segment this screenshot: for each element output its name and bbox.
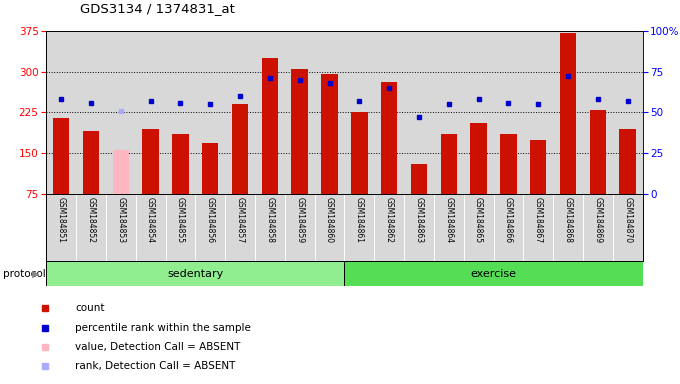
Bar [262, 58, 278, 235]
Text: GSM184857: GSM184857 [235, 197, 245, 243]
Bar [344, 261, 643, 286]
Text: GSM184856: GSM184856 [206, 197, 215, 243]
Bar [53, 118, 69, 235]
Bar [232, 104, 248, 235]
Text: GSM184863: GSM184863 [415, 197, 424, 243]
Text: GSM184870: GSM184870 [623, 197, 632, 243]
Bar [292, 69, 308, 235]
Text: GSM184855: GSM184855 [176, 197, 185, 243]
Text: GDS3134 / 1374831_at: GDS3134 / 1374831_at [80, 2, 235, 15]
Text: protocol: protocol [3, 268, 46, 279]
Text: GSM184860: GSM184860 [325, 197, 334, 243]
Text: rank, Detection Call = ABSENT: rank, Detection Call = ABSENT [75, 361, 236, 371]
Bar [46, 261, 344, 286]
Text: GSM184864: GSM184864 [444, 197, 454, 243]
Bar [441, 134, 457, 235]
Text: GSM184854: GSM184854 [146, 197, 155, 243]
Text: GSM184851: GSM184851 [56, 197, 66, 243]
Bar [500, 134, 517, 235]
Text: GSM184866: GSM184866 [504, 197, 513, 243]
Bar [619, 129, 636, 235]
Bar [471, 123, 487, 235]
Text: GSM184852: GSM184852 [86, 197, 95, 243]
Text: GSM184853: GSM184853 [116, 197, 125, 243]
Text: GSM184867: GSM184867 [534, 197, 543, 243]
Text: GSM184858: GSM184858 [265, 197, 274, 243]
Bar [202, 143, 218, 235]
Bar [351, 113, 367, 235]
Text: ▶: ▶ [32, 268, 40, 279]
Text: GSM184861: GSM184861 [355, 197, 364, 243]
Bar [560, 33, 576, 235]
Text: GSM184869: GSM184869 [594, 197, 602, 243]
Bar [83, 131, 99, 235]
Bar [411, 164, 427, 235]
Text: GSM184859: GSM184859 [295, 197, 304, 243]
Bar [322, 74, 338, 235]
Bar [113, 151, 129, 235]
Text: GSM184868: GSM184868 [564, 197, 573, 243]
Bar [142, 129, 159, 235]
Bar [530, 139, 547, 235]
Text: value, Detection Call = ABSENT: value, Detection Call = ABSENT [75, 342, 241, 352]
Text: GSM184865: GSM184865 [474, 197, 483, 243]
Text: sedentary: sedentary [167, 268, 224, 279]
Bar [381, 83, 397, 235]
Bar [590, 109, 606, 235]
Text: GSM184862: GSM184862 [385, 197, 394, 243]
Bar [172, 134, 188, 235]
Text: exercise: exercise [471, 268, 517, 279]
Text: count: count [75, 303, 105, 313]
Text: percentile rank within the sample: percentile rank within the sample [75, 323, 251, 333]
